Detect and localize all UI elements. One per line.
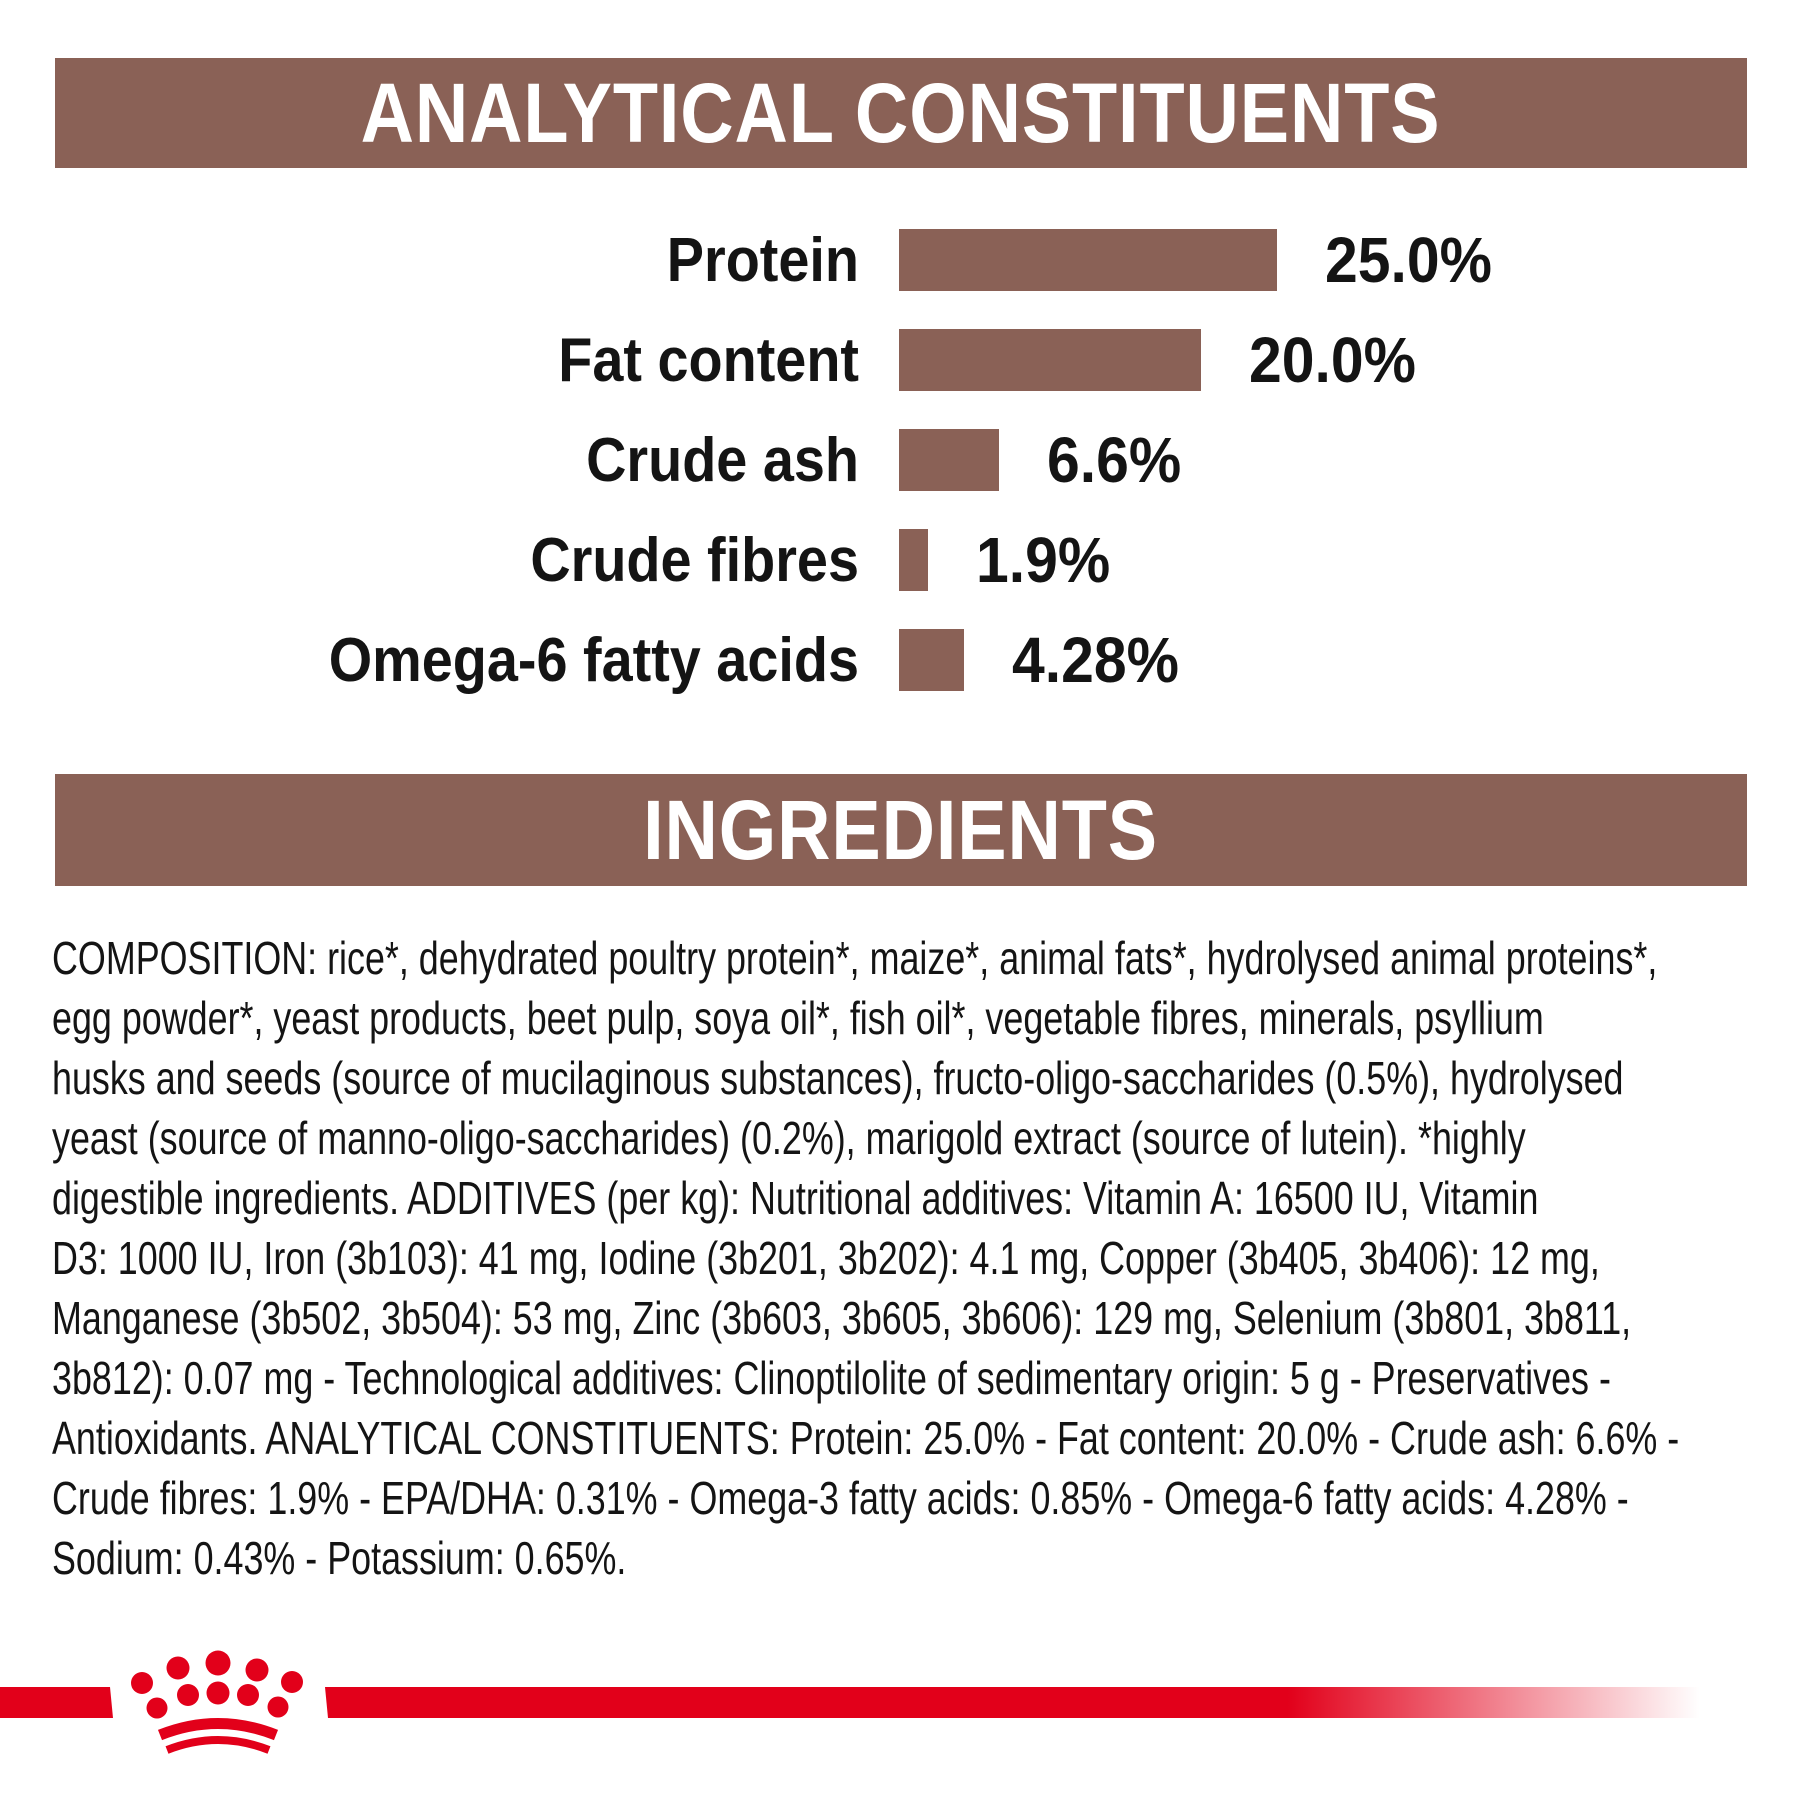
composition-line: Sodium: 0.43% - Potassium: 0.65%. — [52, 1532, 627, 1584]
composition-line: Manganese (3b502, 3b504): 53 mg, Zinc (3… — [52, 1292, 1632, 1344]
royal-canin-crown-icon — [131, 1650, 303, 1754]
chart-value-label: 1.9% — [975, 524, 1110, 596]
chart-category-label: Fat content — [558, 325, 859, 395]
composition-line: 3b812): 0.07 mg - Technological additive… — [52, 1352, 1611, 1404]
chart-value-label: 20.0% — [1249, 324, 1416, 396]
chart-bar — [899, 329, 1201, 391]
chart-bar — [899, 629, 964, 691]
analytical-constituents-chart: Protein 25.0% Fat content 20.0% Crude ash 6.6… — [0, 210, 1800, 710]
chart-value-label: 4.28% — [1011, 624, 1179, 696]
chart-row: Crude ash 6.6% — [0, 410, 1800, 510]
chart-value-label: 6.6% — [1046, 424, 1181, 496]
ingredients-title: INGREDIENTS — [643, 782, 1159, 877]
ingredients-banner: INGREDIENTS — [55, 774, 1747, 886]
brand-stripe-left — [0, 1687, 113, 1718]
composition-line: yeast (source of manno-oligo-saccharides… — [52, 1112, 1526, 1164]
composition-line: COMPOSITION: rice*, dehydrated poultry p… — [52, 932, 1658, 984]
composition-line: egg powder*, yeast products, beet pulp, … — [52, 992, 1544, 1044]
chart-row: Crude fibres 1.9% — [0, 510, 1800, 610]
chart-row: Protein 25.0% — [0, 210, 1800, 310]
composition-line: Crude fibres: 1.9% - EPA/DHA: 0.31% - Om… — [52, 1472, 1629, 1524]
chart-bar — [899, 429, 999, 491]
composition-line: husks and seeds (source of mucilaginous … — [52, 1052, 1624, 1104]
chart-value-label: 25.0% — [1324, 224, 1492, 296]
chart-category-label: Crude ash — [586, 425, 859, 495]
chart-row: Omega-6 fatty acids 4.28% — [0, 610, 1800, 710]
composition-text: COMPOSITION: rice*, dehydrated poultry p… — [52, 928, 1800, 1588]
composition-line: D3: 1000 IU, Iron (3b103): 41 mg, Iodine… — [52, 1232, 1600, 1284]
chart-bar — [899, 229, 1277, 291]
composition-line: Antioxidants. ANALYTICAL CONSTITUENTS: P… — [52, 1412, 1680, 1464]
chart-category-label: Crude fibres — [530, 525, 859, 595]
chart-bar — [899, 529, 928, 591]
analytical-constituents-title: ANALYTICAL CONSTITUENTS — [361, 65, 1441, 160]
chart-row: Fat content 20.0% — [0, 310, 1800, 410]
brand-stripe-right — [325, 1687, 1700, 1718]
chart-category-label: Omega-6 fatty acids — [328, 625, 859, 695]
chart-category-label: Protein — [666, 225, 859, 295]
composition-line: digestible ingredients. ADDITIVES (per k… — [52, 1172, 1539, 1224]
analytical-constituents-banner: ANALYTICAL CONSTITUENTS — [55, 58, 1747, 168]
